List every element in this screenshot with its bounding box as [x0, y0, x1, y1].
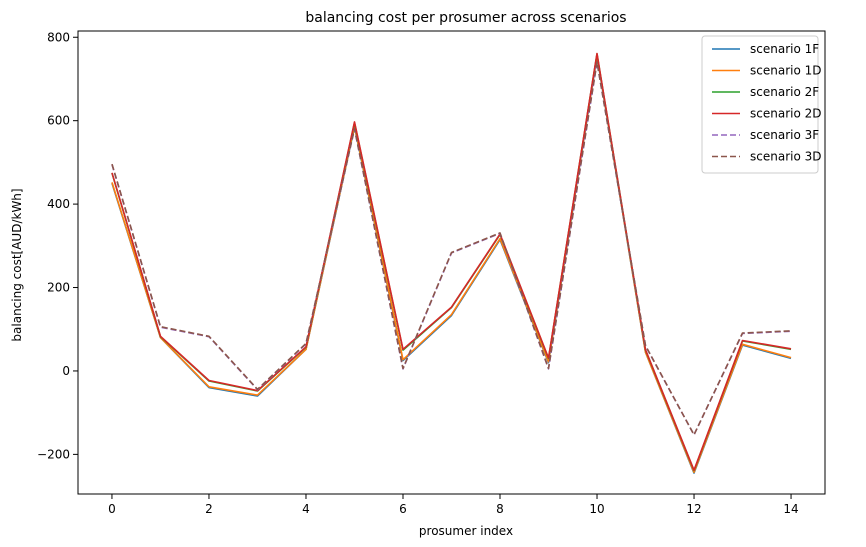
legend-label: scenario 2D — [750, 107, 822, 121]
x-tick-label: 4 — [302, 502, 310, 516]
series-line-scenario-2d — [111, 52, 792, 472]
x-tick-label: 0 — [108, 502, 116, 516]
y-tick-label: 600 — [47, 114, 70, 128]
x-tick-label: 14 — [783, 502, 798, 516]
series-line-scenario-3d — [111, 61, 792, 436]
series-line-scenario-1d — [111, 54, 792, 474]
y-tick-label: 0 — [62, 364, 70, 378]
y-tick-label: −200 — [37, 447, 70, 461]
legend-label: scenario 3F — [750, 128, 819, 142]
y-tick-label: 200 — [47, 281, 70, 295]
x-axis-label: prosumer index — [419, 524, 513, 538]
legend-label: scenario 1D — [750, 64, 822, 78]
x-tick-label: 2 — [205, 502, 213, 516]
series-line-scenario-3f — [111, 61, 792, 436]
chart-title: balancing cost per prosumer across scena… — [305, 10, 626, 26]
series-lines — [111, 52, 792, 474]
y-axis-label: balancing cost[AUD/kWh] — [10, 188, 24, 341]
legend-label: scenario 1F — [750, 42, 819, 56]
x-tick-label: 12 — [686, 502, 701, 516]
legend-label: scenario 3D — [750, 150, 822, 164]
x-tick-label: 10 — [589, 502, 604, 516]
series-line-scenario-1f — [111, 55, 792, 474]
x-axis-ticks: 0 2 4 6 8 10 12 14 — [108, 494, 799, 516]
x-tick-label: 6 — [399, 502, 407, 516]
plot-area — [77, 30, 826, 495]
legend: scenario 1F scenario 1D scenario 2F scenari… — [701, 35, 822, 174]
y-tick-label: 800 — [47, 30, 70, 44]
plot-border — [77, 30, 826, 495]
y-tick-label: 400 — [47, 197, 70, 211]
legend-label: scenario 2F — [750, 85, 819, 99]
series-line-scenario-2f — [111, 53, 792, 472]
y-axis-ticks: −200 0 200 400 600 800 — [37, 30, 78, 461]
x-tick-label: 8 — [496, 502, 504, 516]
